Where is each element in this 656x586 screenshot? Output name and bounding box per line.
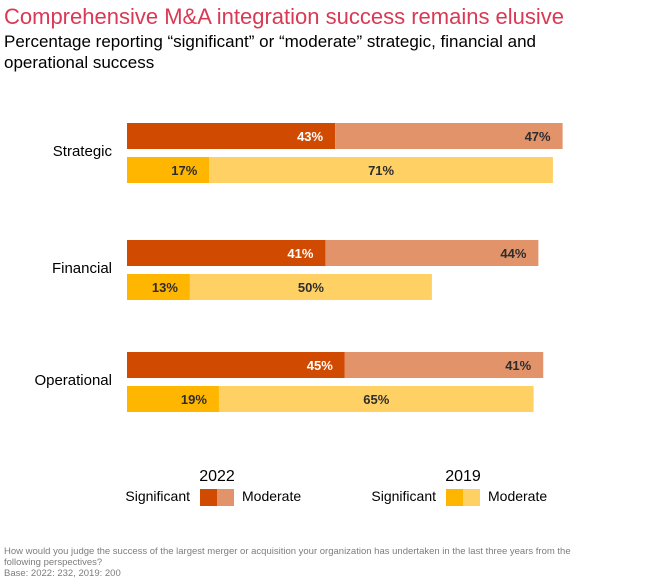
legend-swatch-moderate [217,489,234,506]
bar-2019-significant-operational [127,386,219,412]
legend-title-2019: 2019 [445,468,481,485]
legend-label-significant: Significant [125,488,190,504]
data-label: 65% [363,392,389,407]
bar-2019-moderate-strategic [209,157,553,183]
data-label: 17% [171,163,197,178]
legend-label-moderate: Moderate [242,488,301,504]
data-label: 47% [525,129,551,144]
data-label: 19% [181,392,207,407]
data-label: 44% [500,246,526,261]
bar-2022-significant-operational [127,352,345,378]
category-label-financial: Financial [52,260,112,277]
data-label: 41% [287,246,313,261]
legend-swatch-significant [200,489,217,506]
category-label-strategic: Strategic [53,143,113,160]
data-label: 13% [152,280,178,295]
legend-label-significant: Significant [371,488,436,504]
bar-2022-significant-strategic [127,123,336,149]
chart-subtitle: Percentage reporting “significant” or “m… [4,32,536,72]
bar-2019-moderate-operational [218,386,534,412]
footnote-base: Base: 2022: 232, 2019: 200 [4,568,121,579]
legend-label-moderate: Moderate [488,488,547,504]
legend-swatch-significant [446,489,463,506]
bar-2022-moderate-financial [325,240,539,266]
footnote: How would you judge the success of the l… [4,546,584,579]
data-label: 50% [298,280,324,295]
legend-swatch-moderate [463,489,480,506]
bar-2022-moderate-operational [344,352,544,378]
bar-2019-significant-strategic [127,157,210,183]
data-label: 45% [307,358,333,373]
bar-2019-significant-financial [127,274,190,300]
legend-title-2022: 2022 [199,468,235,485]
bar-2022-moderate-strategic [335,123,563,149]
data-label: 71% [368,163,394,178]
chart-title: Comprehensive M&A integration success re… [4,4,565,29]
footnote-question: How would you judge the success of the l… [4,546,571,568]
bar-2019-moderate-financial [189,274,432,300]
bar-2022-significant-financial [127,240,326,266]
category-label-operational: Operational [34,372,112,389]
data-label: 41% [505,358,531,373]
data-label: 43% [297,129,323,144]
